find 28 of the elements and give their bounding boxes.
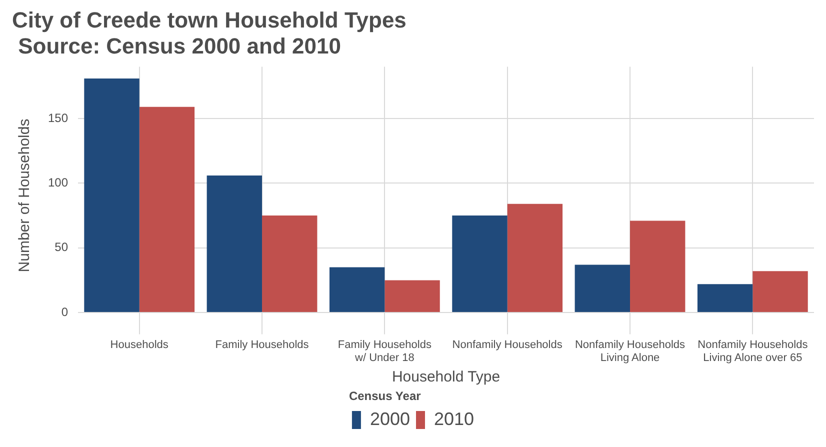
bar <box>384 280 440 312</box>
bar <box>697 284 753 312</box>
y-axis-title: Number of Households <box>16 118 34 272</box>
bar <box>262 216 318 312</box>
bar <box>630 220 686 312</box>
bar <box>752 271 808 312</box>
x-tick-label: Family Households w/ Under 18 <box>338 338 432 364</box>
x-tick-label: Nonfamily Households Living Alone over 65 <box>698 338 808 364</box>
x-tick-label: Family Households <box>215 338 310 351</box>
x-tick-label: Households <box>110 338 169 351</box>
legend-title: Census Year <box>348 388 422 403</box>
chart-title: City of Creede town Household Types Source: Census 2000 and 2010 <box>12 7 406 59</box>
bar <box>84 78 140 312</box>
bar <box>206 175 262 312</box>
y-tick-label: 50 <box>54 240 68 254</box>
x-tick-label: Nonfamily Households Living Alone <box>574 338 686 364</box>
bar <box>139 106 195 312</box>
bar <box>574 264 630 312</box>
y-tick-label: 150 <box>48 110 68 125</box>
x-tick-label: Nonfamily Households <box>452 338 563 351</box>
y-tick-label: 0 <box>61 304 68 319</box>
bar <box>507 204 563 312</box>
y-tick-label: 100 <box>48 176 68 190</box>
bar <box>452 216 508 312</box>
legend-label: 2010 <box>434 408 474 429</box>
x-axis-title: Household Type <box>392 368 500 386</box>
legend-label: 2000 <box>370 408 410 429</box>
bar <box>329 267 385 312</box>
